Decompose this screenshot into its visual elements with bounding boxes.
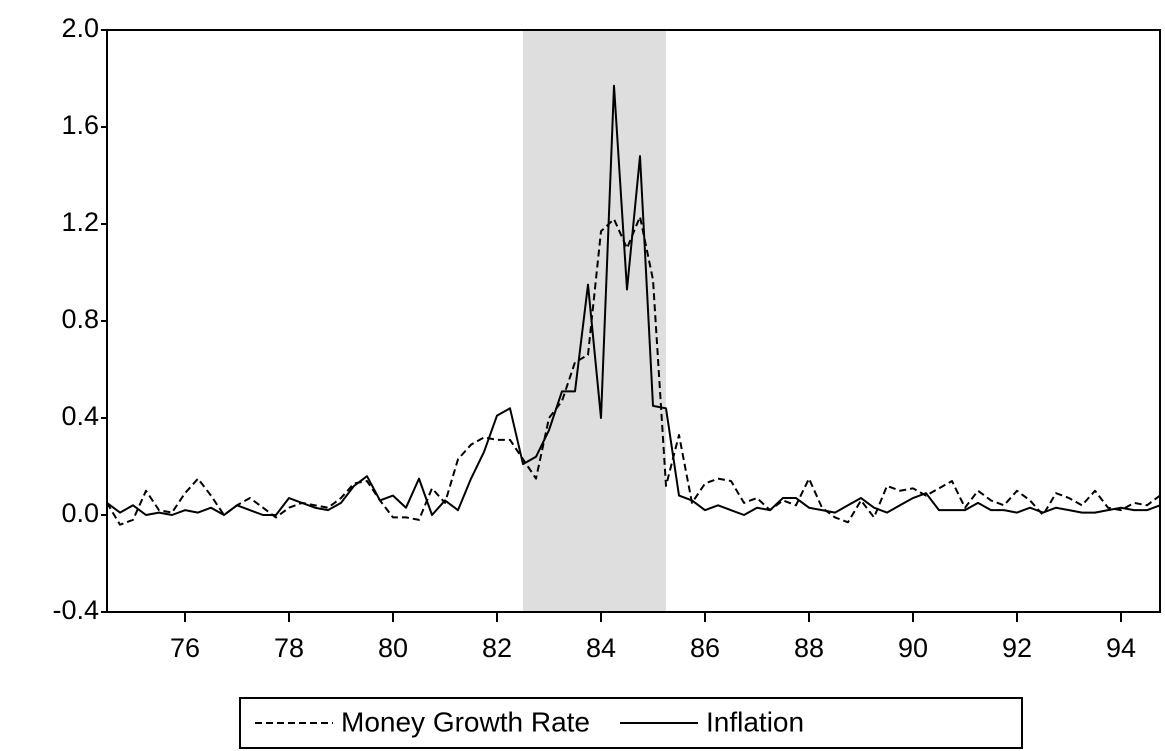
x-tick-label: 76 [170, 633, 200, 663]
legend-label: Money Growth Rate [341, 706, 590, 737]
x-tick-label: 78 [274, 633, 304, 663]
y-tick-label: 2.0 [61, 13, 99, 43]
x-tick-label: 86 [690, 633, 720, 663]
y-tick-label: 0.0 [61, 498, 99, 528]
legend-label: Inflation [706, 706, 804, 737]
series-line [106, 84, 1161, 516]
x-tick-label: 88 [794, 633, 824, 663]
x-tick-label: 82 [482, 633, 512, 663]
x-tick-label: 90 [898, 633, 928, 663]
x-tick-label: 94 [1106, 633, 1136, 663]
y-tick-label: 0.8 [61, 304, 99, 334]
y-tick-label: 0.4 [61, 401, 99, 431]
y-tick-label: 1.6 [61, 110, 99, 140]
plot-frame [106, 29, 1161, 613]
y-tick-label: 1.2 [61, 207, 99, 237]
shaded-period [523, 30, 666, 612]
x-tick-label: 84 [586, 633, 616, 663]
x-tick-label: 80 [378, 633, 408, 663]
x-tick-label: 92 [1002, 633, 1032, 663]
y-tick-label: -0.4 [52, 595, 99, 625]
